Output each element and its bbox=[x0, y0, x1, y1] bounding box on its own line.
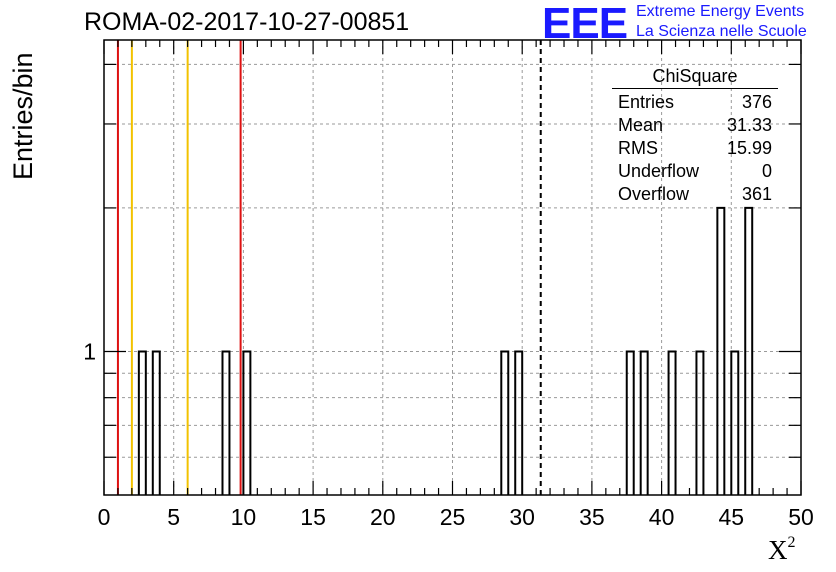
stats-label: RMS bbox=[618, 138, 658, 158]
stats-value: 15.99 bbox=[726, 138, 772, 158]
x-tick-label: 40 bbox=[649, 504, 675, 530]
stats-value: 361 bbox=[741, 184, 772, 204]
stats-label: Underflow bbox=[618, 161, 700, 181]
histogram-bin bbox=[667, 350, 677, 495]
histogram-bin bbox=[716, 206, 726, 495]
stats-label: Entries bbox=[618, 92, 675, 112]
stats-value: 31.33 bbox=[726, 115, 772, 135]
x-tick-label: 10 bbox=[231, 504, 257, 530]
logo-line-1: Extreme Energy Events bbox=[636, 3, 805, 20]
x-tick-label: 30 bbox=[509, 504, 535, 530]
x-tick-label: 15 bbox=[300, 504, 326, 530]
x-tick-label: 0 bbox=[98, 504, 111, 530]
x-tick-label: 45 bbox=[719, 504, 745, 530]
chart-title: ROMA-02-2017-10-27-00851 bbox=[84, 8, 410, 36]
histogram-bin bbox=[639, 350, 649, 495]
stats-label: Overflow bbox=[618, 184, 690, 204]
eee-logo: EEE bbox=[542, 0, 628, 48]
histogram-bin bbox=[500, 350, 510, 495]
stats-row-mean: Mean 31.33 bbox=[612, 114, 778, 137]
histogram-bin bbox=[730, 350, 740, 495]
stats-row-entries: Entries 376 bbox=[612, 91, 778, 114]
x-tick-label: 25 bbox=[440, 504, 466, 530]
stats-row-underflow: Underflow 0 bbox=[612, 160, 778, 183]
x-tick-label: 5 bbox=[167, 504, 180, 530]
stats-row-overflow: Overflow 361 bbox=[612, 183, 778, 206]
stats-box: ChiSquare Entries 376 Mean 31.33 RMS 15.99 … bbox=[612, 66, 778, 206]
x-axis-label-symbol: X bbox=[768, 535, 788, 565]
eee-logo-text: Extreme Energy Events La Scienza nelle S… bbox=[636, 2, 807, 42]
y-tick-label: 1 bbox=[83, 338, 96, 364]
histogram-bin bbox=[695, 350, 705, 495]
histogram-bin bbox=[744, 206, 754, 495]
histogram-bin bbox=[221, 350, 231, 495]
stats-row-rms: RMS 15.99 bbox=[612, 137, 778, 160]
histogram-bin bbox=[625, 350, 635, 495]
logo-line-2: La Scienza nelle Scuole bbox=[636, 23, 807, 40]
stats-value: 376 bbox=[741, 92, 772, 112]
histogram-bin bbox=[137, 350, 147, 495]
stats-title: ChiSquare bbox=[612, 66, 778, 89]
stats-value: 0 bbox=[761, 161, 772, 181]
x-tick-label: 35 bbox=[579, 504, 605, 530]
x-axis-label-exponent: 2 bbox=[787, 534, 796, 551]
x-tick-label: 20 bbox=[370, 504, 396, 530]
histogram-bin bbox=[514, 350, 524, 495]
x-axis-label: X2 bbox=[768, 534, 796, 566]
x-tick-label: 50 bbox=[788, 504, 814, 530]
y-axis-label: Entries/bin bbox=[8, 52, 38, 180]
stats-label: Mean bbox=[618, 115, 664, 135]
histogram-bin bbox=[151, 350, 161, 495]
histogram-bin bbox=[242, 350, 252, 495]
